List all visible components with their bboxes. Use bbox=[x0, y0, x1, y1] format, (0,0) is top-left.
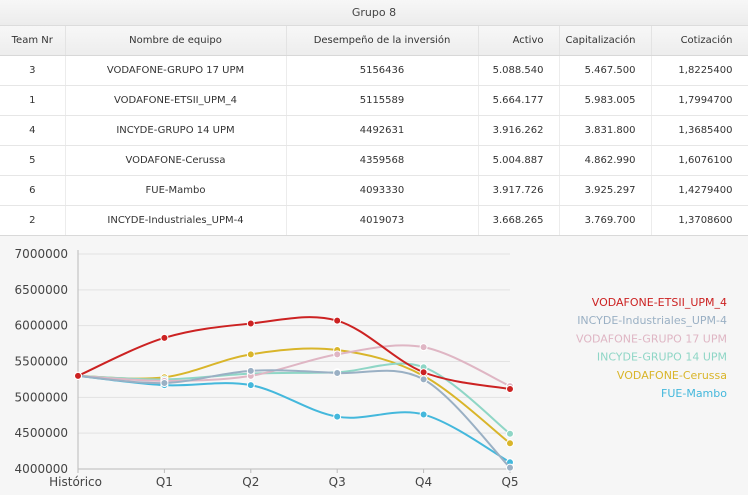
data-point bbox=[506, 439, 514, 448]
capitalization-cell: 5.983.005 bbox=[559, 85, 652, 116]
y-tick-label: 4000000 bbox=[15, 462, 68, 476]
header-assets[interactable]: Activo bbox=[478, 26, 560, 56]
quote-cell: 1,8225400 bbox=[651, 55, 748, 86]
data-point bbox=[160, 333, 169, 342]
team-nr-cell: 6 bbox=[0, 175, 66, 206]
performance-cell: 5156436 bbox=[286, 55, 479, 86]
capitalization-cell: 5.467.500 bbox=[559, 55, 652, 86]
series-line bbox=[77, 362, 511, 435]
y-tick-label: 6000000 bbox=[15, 319, 68, 333]
x-tick-label: Q5 bbox=[501, 475, 518, 489]
data-point bbox=[506, 385, 514, 394]
legend-item[interactable]: VODAFONE-GRUPO 17 UPM bbox=[576, 332, 727, 345]
legend-item[interactable]: VODAFONE-Cerussa bbox=[617, 369, 727, 382]
assets-cell: 3.916.262 bbox=[478, 115, 560, 146]
data-point bbox=[246, 350, 255, 359]
data-point bbox=[246, 381, 255, 390]
assets-cell: 5.004.887 bbox=[478, 145, 560, 176]
team-nr-cell: 1 bbox=[0, 85, 66, 116]
team-nr-cell: 4 bbox=[0, 115, 66, 146]
team-nr-cell: 2 bbox=[0, 205, 66, 236]
performance-line-chart: 7000000 6500000 6000000 5500000 5000000 45000… bbox=[15, 247, 728, 489]
x-tick-label: Q2 bbox=[242, 475, 259, 489]
data-point bbox=[333, 368, 342, 377]
series-line bbox=[77, 347, 511, 445]
table-row[interactable]: 4 INCYDE-GRUPO 14 UPM 4492631 3.916.262 … bbox=[0, 115, 748, 146]
data-point bbox=[419, 410, 428, 419]
performance-cell: 4019073 bbox=[286, 205, 479, 236]
x-tick-label: Q1 bbox=[156, 475, 173, 489]
data-point bbox=[333, 316, 342, 325]
legend-item[interactable]: VODAFONE-ETSII_UPM_4 bbox=[592, 296, 727, 309]
y-tick-label: 4500000 bbox=[15, 426, 68, 440]
legend-item[interactable]: INCYDE-GRUPO 14 UPM bbox=[597, 351, 727, 364]
series-line bbox=[77, 344, 511, 388]
series-line bbox=[77, 316, 511, 391]
team-name-cell: INCYDE-GRUPO 14 UPM bbox=[65, 115, 287, 146]
header-investment-performance[interactable]: Desempeño de la inversión bbox=[286, 26, 479, 56]
performance-cell: 4093330 bbox=[286, 175, 479, 206]
series-line bbox=[77, 374, 511, 464]
capitalization-cell: 3.831.800 bbox=[559, 115, 652, 146]
table-header-row: Team Nr Nombre de equipo Desempeño de la… bbox=[0, 26, 748, 56]
data-point bbox=[419, 343, 428, 352]
team-name-cell: INCYDE-Industriales_UPM-4 bbox=[65, 205, 287, 236]
chart-area: 7000000 6500000 6000000 5500000 5000000 45000… bbox=[0, 236, 748, 495]
capitalization-cell: 3.769.700 bbox=[559, 205, 652, 236]
team-name-cell: VODAFONE-ETSII_UPM_4 bbox=[65, 85, 287, 116]
header-capitalization[interactable]: Capitalización bbox=[559, 26, 652, 56]
table-row[interactable]: 3 VODAFONE-GRUPO 17 UPM 5156436 5.088.54… bbox=[0, 55, 748, 86]
data-point bbox=[419, 375, 428, 384]
y-tick-label: 7000000 bbox=[15, 247, 68, 261]
x-tick-label: Q3 bbox=[329, 475, 346, 489]
ranking-table: Team Nr Nombre de equipo Desempeño de la… bbox=[0, 26, 748, 236]
y-tick-label: 5000000 bbox=[15, 390, 68, 404]
quote-cell: 1,4279400 bbox=[651, 175, 748, 206]
data-point bbox=[74, 371, 82, 380]
y-tick-label: 5500000 bbox=[15, 355, 68, 369]
team-name-cell: FUE-Mambo bbox=[65, 175, 287, 206]
assets-cell: 5.088.540 bbox=[478, 55, 560, 86]
header-team-name[interactable]: Nombre de equipo bbox=[65, 26, 287, 56]
capitalization-cell: 4.862.990 bbox=[559, 145, 652, 176]
data-point bbox=[506, 429, 514, 438]
table-row[interactable]: 1 VODAFONE-ETSII_UPM_4 5115589 5.664.177… bbox=[0, 85, 748, 116]
quote-cell: 1,6076100 bbox=[651, 145, 748, 176]
team-nr-cell: 3 bbox=[0, 55, 66, 86]
data-point bbox=[333, 412, 342, 421]
quote-cell: 1,7994700 bbox=[651, 85, 748, 116]
data-point bbox=[246, 366, 255, 375]
series-line bbox=[77, 369, 511, 469]
data-point bbox=[246, 319, 255, 328]
table-row[interactable]: 5 VODAFONE-Cerussa 4359568 5.004.887 4.8… bbox=[0, 145, 748, 176]
header-quote[interactable]: Cotización bbox=[651, 26, 748, 56]
header-team-nr[interactable]: Team Nr bbox=[0, 26, 66, 56]
team-nr-cell: 5 bbox=[0, 145, 66, 176]
x-tick-label: Histórico bbox=[49, 475, 102, 489]
legend-item[interactable]: FUE-Mambo bbox=[661, 387, 727, 400]
quote-cell: 1,3708600 bbox=[651, 205, 748, 236]
assets-cell: 3.917.726 bbox=[478, 175, 560, 206]
data-point bbox=[506, 463, 514, 472]
data-point bbox=[160, 379, 169, 387]
legend-item[interactable]: INCYDE-Industriales_UPM-4 bbox=[577, 314, 727, 327]
team-name-cell: VODAFONE-GRUPO 17 UPM bbox=[65, 55, 287, 86]
assets-cell: 3.668.265 bbox=[478, 205, 560, 236]
data-point bbox=[419, 368, 428, 377]
table-row[interactable]: 6 FUE-Mambo 4093330 3.917.726 3.925.297 … bbox=[0, 175, 748, 206]
group-title: Grupo 8 bbox=[0, 0, 748, 26]
performance-cell: 4492631 bbox=[286, 115, 479, 146]
table-row[interactable]: 2 INCYDE-Industriales_UPM-4 4019073 3.66… bbox=[0, 205, 748, 236]
performance-cell: 4359568 bbox=[286, 145, 479, 176]
capitalization-cell: 3.925.297 bbox=[559, 175, 652, 206]
quote-cell: 1,3685400 bbox=[651, 115, 748, 146]
x-tick-label: Q4 bbox=[415, 475, 432, 489]
performance-cell: 5115589 bbox=[286, 85, 479, 116]
assets-cell: 5.664.177 bbox=[478, 85, 560, 116]
team-name-cell: VODAFONE-Cerussa bbox=[65, 145, 287, 176]
data-point bbox=[333, 350, 342, 359]
y-tick-label: 6500000 bbox=[15, 283, 68, 297]
